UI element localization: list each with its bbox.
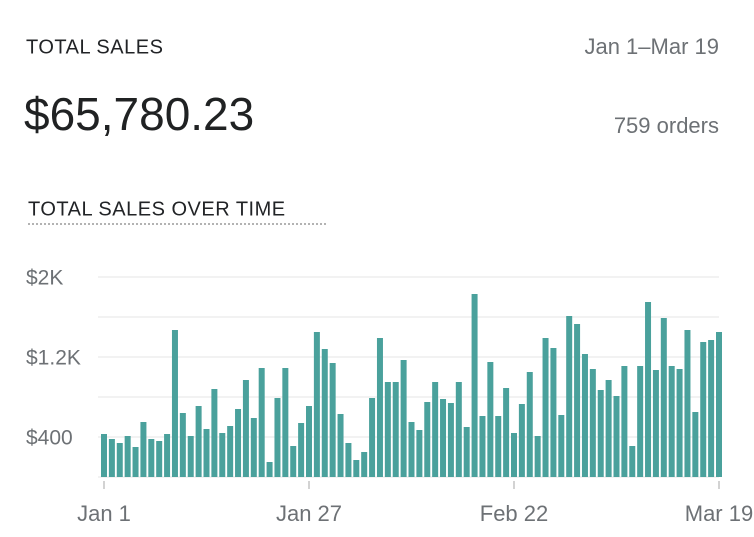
bar xyxy=(487,362,494,477)
bar xyxy=(384,382,391,477)
bar xyxy=(708,340,715,477)
bar xyxy=(132,447,139,477)
date-range: Jan 1–Mar 19 xyxy=(584,34,719,59)
bar xyxy=(503,388,510,477)
bar xyxy=(108,439,115,477)
bar xyxy=(534,436,541,477)
bar xyxy=(589,369,596,477)
bar xyxy=(148,439,155,477)
bar xyxy=(156,441,163,477)
bar xyxy=(116,443,123,477)
bar xyxy=(518,404,525,477)
bar xyxy=(337,414,344,477)
bar xyxy=(250,418,257,477)
bar xyxy=(400,360,407,477)
bar xyxy=(629,446,636,477)
bar xyxy=(700,342,707,477)
bar xyxy=(676,369,683,477)
bar xyxy=(353,460,360,477)
bar xyxy=(242,380,249,477)
bar xyxy=(550,348,557,477)
bar xyxy=(652,370,659,477)
order-count: 759 orders xyxy=(614,113,719,138)
bar xyxy=(203,429,210,477)
total-sales: $65,780.23 xyxy=(24,88,254,140)
bar xyxy=(171,330,178,477)
card-title: TOTAL SALES xyxy=(26,36,163,58)
bar xyxy=(495,416,502,477)
bar xyxy=(321,349,328,477)
bar xyxy=(306,406,312,477)
bar xyxy=(668,366,675,477)
bar xyxy=(345,443,352,477)
bar xyxy=(621,366,628,477)
bar xyxy=(416,430,423,477)
bar xyxy=(392,382,399,477)
bar xyxy=(471,294,478,477)
bar xyxy=(716,332,722,477)
bar xyxy=(195,406,202,477)
bar xyxy=(566,316,573,477)
bar xyxy=(211,389,218,477)
bar xyxy=(227,426,234,477)
bar xyxy=(164,434,171,477)
bar xyxy=(235,409,242,477)
bar xyxy=(447,403,454,477)
bar xyxy=(684,330,691,477)
bar xyxy=(645,302,652,477)
bar xyxy=(581,354,588,477)
bar xyxy=(660,318,667,477)
bar xyxy=(361,452,368,477)
bar xyxy=(511,433,517,477)
y-tick-label: $2K xyxy=(26,267,63,290)
y-tick-label: $400 xyxy=(26,427,73,450)
bar xyxy=(290,446,297,477)
bar xyxy=(692,412,699,477)
x-tick-label: Jan 1 xyxy=(77,501,131,526)
bar xyxy=(432,382,439,477)
x-tick-label: Feb 22 xyxy=(480,501,549,526)
bar xyxy=(219,433,226,477)
bar xyxy=(455,382,462,477)
bar xyxy=(440,399,447,477)
bar xyxy=(376,338,383,477)
bar xyxy=(282,368,289,477)
chart-title[interactable]: TOTAL SALES OVER TIME xyxy=(28,198,286,220)
bar xyxy=(424,402,431,477)
bar xyxy=(101,434,107,477)
bar xyxy=(597,390,604,477)
bar xyxy=(463,427,470,477)
y-tick-label: $1.2K xyxy=(26,347,81,370)
bar xyxy=(637,366,644,477)
bar xyxy=(140,422,147,477)
bar xyxy=(187,436,194,477)
bar xyxy=(258,368,265,477)
bar xyxy=(479,416,486,477)
bar xyxy=(613,396,620,477)
bar xyxy=(266,462,273,477)
bar xyxy=(574,324,581,477)
bar xyxy=(274,398,281,477)
bar xyxy=(369,398,376,477)
bar xyxy=(313,332,320,477)
bar xyxy=(179,413,186,477)
bar xyxy=(526,372,533,477)
bar xyxy=(542,338,549,477)
bar xyxy=(408,422,415,477)
x-tick-label: Jan 27 xyxy=(276,501,342,526)
bar xyxy=(124,436,131,477)
bar xyxy=(605,380,612,477)
bar xyxy=(329,363,336,477)
x-tick-label: Mar 19 xyxy=(685,501,753,526)
bar xyxy=(298,423,305,477)
bar xyxy=(558,415,565,477)
